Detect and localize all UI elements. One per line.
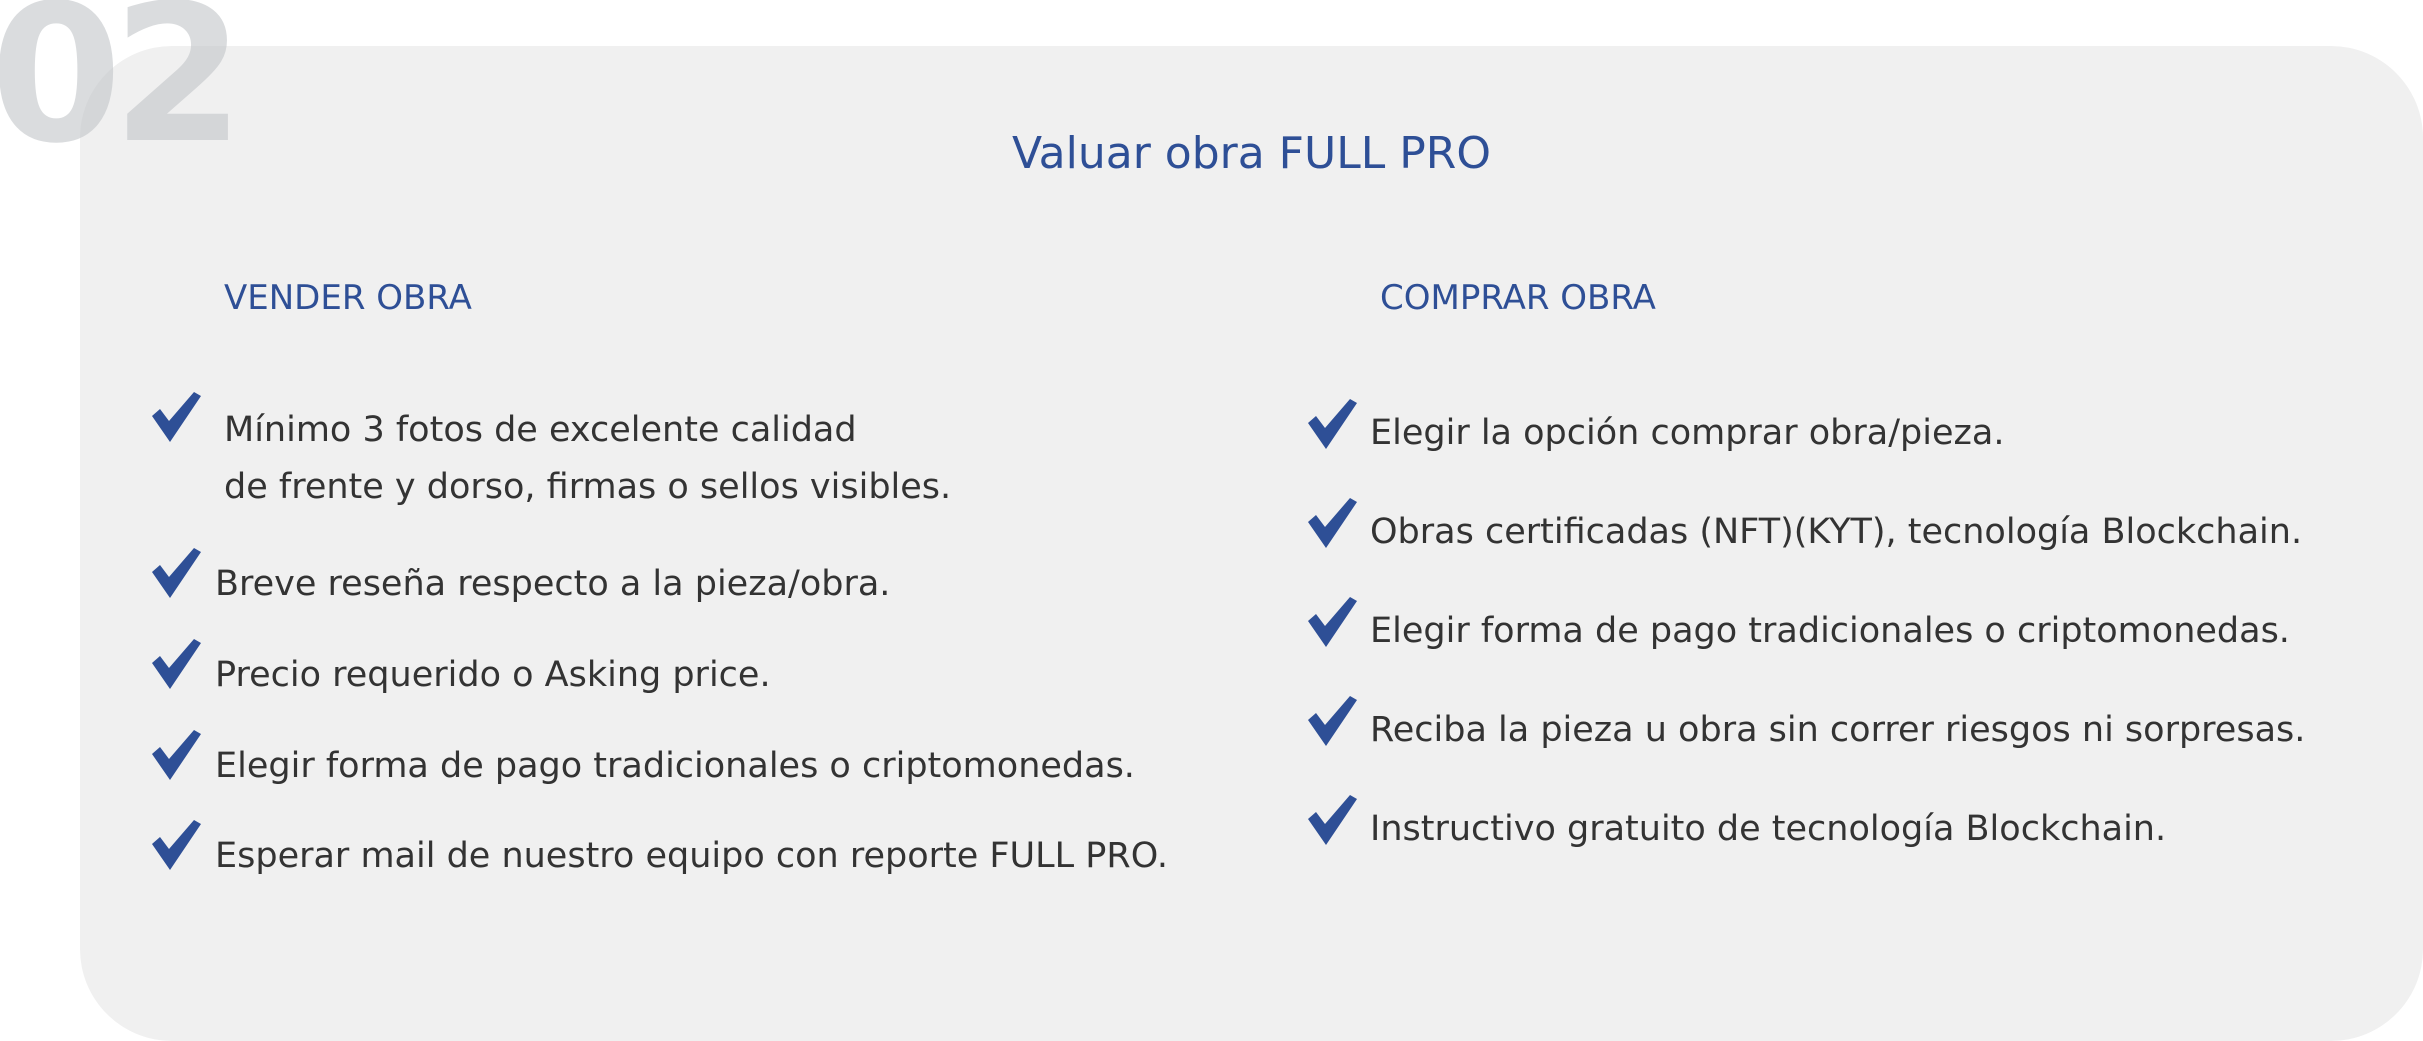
- checkmark-icon: [152, 730, 201, 780]
- step-number: 02: [0, 0, 244, 185]
- sell-heading: VENDER OBRA: [224, 278, 472, 318]
- sell-item-text: Breve reseña respecto a la pieza/obra.: [215, 564, 891, 604]
- checkmark-icon: [1308, 795, 1357, 845]
- checkmark-icon: [152, 820, 201, 870]
- checkmark-icon: [1308, 399, 1357, 449]
- checkmark-icon: [152, 639, 201, 689]
- buy-item-text: Elegir la opción comprar obra/pieza.: [1370, 413, 2005, 453]
- buy-item-text: Instructivo gratuito de tecnología Block…: [1370, 809, 2167, 849]
- checkmark-icon: [152, 392, 201, 442]
- checkmark-icon: [152, 548, 201, 598]
- sell-item-text: Precio requerido o Asking price.: [215, 655, 771, 695]
- checkmark-icon: [1308, 498, 1357, 548]
- sell-item-text: Mínimo 3 fotos de excelente calidad: [224, 410, 857, 450]
- sell-item-text-line2: de frente y dorso, firmas o sellos visib…: [224, 467, 952, 507]
- buy-heading: COMPRAR OBRA: [1380, 278, 1656, 318]
- buy-item-text: Reciba la pieza u obra sin correr riesgo…: [1370, 710, 2306, 750]
- sell-item-text: Elegir forma de pago tradicionales o cri…: [215, 746, 1135, 786]
- buy-item-text: Obras certificadas (NFT)(KYT), tecnologí…: [1370, 512, 2303, 552]
- content-card: [80, 46, 2423, 1041]
- sell-item-text: Esperar mail de nuestro equipo con repor…: [215, 836, 1168, 876]
- checkmark-icon: [1308, 597, 1357, 647]
- checkmark-icon: [1308, 696, 1357, 746]
- page-title: Valuar obra FULL PRO: [1012, 128, 1491, 179]
- buy-item-text: Elegir forma de pago tradicionales o cri…: [1370, 611, 2290, 651]
